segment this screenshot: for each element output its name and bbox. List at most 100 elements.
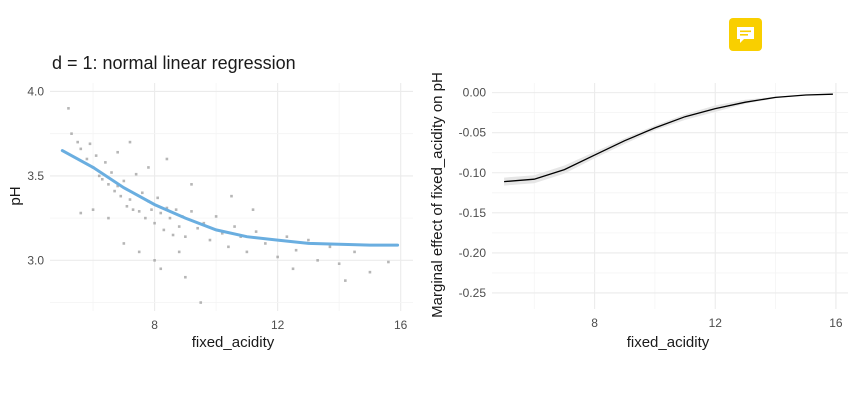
left-regression-curve bbox=[60, 149, 400, 247]
scatter-point bbox=[110, 171, 113, 174]
y-tick-label: 3.5 bbox=[27, 169, 44, 183]
scatter-point bbox=[107, 183, 110, 186]
scatter-point bbox=[150, 208, 153, 211]
scatter-point bbox=[199, 301, 203, 304]
scatter-point bbox=[91, 208, 95, 211]
scatter-point bbox=[67, 107, 70, 110]
scatter-point bbox=[147, 166, 150, 169]
scatter-point bbox=[94, 154, 98, 157]
x-tick-label: 8 bbox=[591, 316, 598, 330]
left-x-tick-labels: 8 12 16 bbox=[151, 318, 407, 332]
scatter-point bbox=[137, 250, 141, 254]
scatter-point bbox=[125, 204, 129, 208]
scatter-point bbox=[353, 250, 356, 254]
scatter-point bbox=[190, 183, 193, 186]
scatter-point bbox=[153, 221, 156, 225]
scatter-point bbox=[245, 250, 249, 254]
scatter-point bbox=[254, 230, 258, 233]
scatter-point bbox=[387, 260, 390, 264]
scatter-point bbox=[104, 161, 107, 164]
y-tick-label: 4.0 bbox=[27, 84, 44, 98]
y-tick-label: -0.20 bbox=[459, 246, 487, 260]
scatter-point bbox=[134, 172, 138, 176]
left-plot-panel: d = 1: normal linear regression 8 12 16 3.… bbox=[7, 53, 413, 351]
scatter-point bbox=[251, 208, 255, 211]
scatter-point bbox=[171, 233, 175, 237]
scatter-point bbox=[177, 225, 181, 228]
scatter-point bbox=[85, 157, 89, 161]
scatter-point bbox=[291, 267, 295, 271]
left-plot-grid bbox=[50, 83, 413, 311]
scatter-point bbox=[140, 191, 144, 195]
y-tick-label: -0.15 bbox=[459, 206, 487, 220]
scatter-point bbox=[122, 179, 126, 183]
left-y-axis-title: pH bbox=[7, 186, 24, 205]
scatter-point bbox=[196, 226, 199, 230]
scatter-point bbox=[174, 208, 178, 211]
scatter-point bbox=[276, 255, 279, 259]
scatter-point bbox=[177, 250, 181, 254]
scatter-point bbox=[76, 140, 79, 144]
scatter-point bbox=[122, 242, 126, 245]
right-y-tick-labels: 0.00 -0.05 -0.10 -0.15 -0.20 -0.25 bbox=[459, 86, 487, 300]
scatter-point bbox=[184, 235, 187, 238]
scatter-point bbox=[70, 132, 73, 135]
scatter-point bbox=[159, 211, 163, 215]
scatter-point bbox=[165, 157, 169, 161]
scatter-point bbox=[137, 210, 141, 213]
y-tick-label: 3.0 bbox=[27, 253, 44, 267]
scatter-point bbox=[119, 194, 123, 198]
scatter-point bbox=[153, 259, 156, 262]
left-y-tick-labels: 3.0 3.5 4.0 bbox=[27, 84, 44, 267]
x-tick-label: 8 bbox=[151, 318, 158, 332]
right-marginal-effect-line bbox=[504, 93, 833, 183]
scatter-point bbox=[227, 245, 230, 249]
x-tick-label: 12 bbox=[271, 318, 285, 332]
scatter-point bbox=[184, 275, 187, 279]
scatter-point bbox=[168, 216, 172, 220]
scatter-point bbox=[165, 206, 169, 210]
comment-button[interactable] bbox=[729, 18, 762, 51]
right-confidence-band bbox=[504, 94, 833, 186]
scatter-point bbox=[233, 225, 236, 228]
x-tick-label: 12 bbox=[709, 316, 723, 330]
scatter-point bbox=[128, 140, 132, 144]
y-tick-label: -0.05 bbox=[459, 126, 487, 140]
scatter-point bbox=[88, 142, 92, 146]
right-y-axis-title: Marginal effect of fixed_acidity on pH bbox=[429, 72, 446, 318]
scatter-point bbox=[307, 238, 310, 242]
scatter-point bbox=[113, 189, 116, 193]
left-scatter-points bbox=[67, 107, 390, 304]
scatter-point bbox=[368, 270, 372, 274]
scatter-point bbox=[285, 235, 289, 238]
x-tick-label: 16 bbox=[394, 318, 408, 332]
scatter-point bbox=[337, 262, 341, 266]
scatter-point bbox=[202, 221, 206, 225]
scatter-point bbox=[214, 215, 218, 218]
right-x-axis-title: fixed_acidity bbox=[627, 334, 710, 351]
scatter-point bbox=[144, 216, 147, 220]
left-x-axis-title: fixed_acidity bbox=[192, 334, 275, 351]
y-tick-label: -0.25 bbox=[459, 286, 487, 300]
scatter-point bbox=[294, 248, 298, 252]
scatter-point bbox=[220, 232, 224, 235]
comment-icon bbox=[737, 27, 754, 43]
scatter-point bbox=[156, 196, 159, 200]
y-tick-label: 0.00 bbox=[463, 86, 487, 100]
scatter-point bbox=[159, 267, 163, 271]
scatter-point bbox=[190, 210, 193, 213]
right-x-tick-labels: 8 12 16 bbox=[591, 316, 843, 330]
scatter-point bbox=[100, 177, 104, 181]
scatter-point bbox=[107, 216, 110, 220]
scatter-point bbox=[116, 184, 119, 188]
scatter-point bbox=[162, 228, 166, 232]
scatter-point bbox=[128, 198, 132, 201]
scatter-point bbox=[328, 245, 332, 249]
scatter-point bbox=[116, 150, 119, 154]
scatter-point bbox=[208, 238, 212, 242]
right-plot-grid bbox=[492, 83, 848, 309]
left-plot-title: d = 1: normal linear regression bbox=[52, 53, 296, 73]
scatter-point bbox=[316, 259, 319, 262]
scatter-point bbox=[131, 208, 135, 211]
